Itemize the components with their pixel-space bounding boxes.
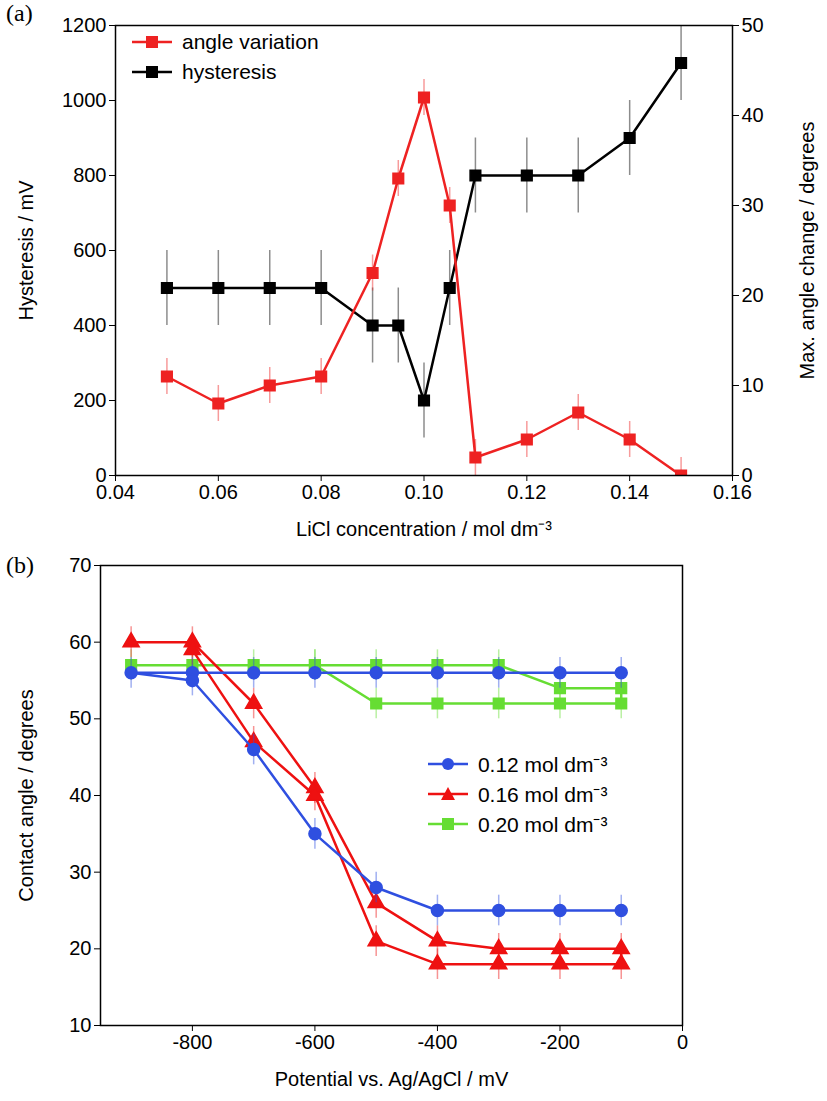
svg-text:-600: -600	[295, 1031, 335, 1053]
svg-text:Potential vs. Ag/AgCl / mV: Potential vs. Ag/AgCl / mV	[275, 1068, 509, 1090]
svg-text:600: 600	[73, 239, 106, 261]
svg-text:0.14: 0.14	[610, 481, 649, 503]
svg-text:0.10: 0.10	[405, 481, 444, 503]
svg-text:0: 0	[95, 464, 106, 486]
svg-text:-800: -800	[172, 1031, 212, 1053]
svg-text:70: 70	[69, 554, 91, 576]
html-text:(b): (b)	[6, 552, 34, 578]
svg-text:40: 40	[742, 104, 764, 126]
svg-text:0.08: 0.08	[302, 481, 341, 503]
svg-text:400: 400	[73, 314, 106, 336]
svg-text:Hysteresis / mV: Hysteresis / mV	[15, 180, 37, 321]
svg-text:10: 10	[69, 1014, 91, 1036]
svg-text:LiCl concentration / mol dm⁻³: LiCl concentration / mol dm⁻³	[296, 518, 552, 540]
svg-text:1000: 1000	[62, 89, 107, 111]
svg-text:800: 800	[73, 164, 106, 186]
svg-text:-400: -400	[417, 1031, 457, 1053]
svg-text:1200: 1200	[62, 14, 107, 36]
svg-text:Max. angle change / degrees: Max. angle change / degrees	[796, 122, 818, 380]
svg-text:0.04: 0.04	[96, 480, 135, 503]
svg-text:0: 0	[742, 464, 753, 486]
svg-text:0.16: 0.16	[713, 480, 752, 503]
html-text:angle variation: angle variation	[182, 30, 319, 53]
svg-text:40: 40	[69, 784, 91, 806]
svg-text:50: 50	[742, 14, 764, 36]
svg-text:Contact angle / degrees: Contact angle / degrees	[15, 689, 37, 901]
html-text:(a): (a)	[6, 0, 33, 26]
svg-text:30: 30	[69, 861, 91, 883]
html-text:0.20 mol dm⁻³: 0.20 mol dm⁻³	[477, 813, 608, 836]
svg-text:50: 50	[69, 707, 91, 729]
svg-text:30: 30	[742, 194, 764, 216]
html-text:hysteresis: hysteresis	[182, 60, 277, 83]
svg-text:20: 20	[742, 284, 764, 306]
svg-text:0.06: 0.06	[199, 481, 238, 503]
svg-text:0: 0	[677, 1031, 688, 1053]
html-text:0.16 mol dm⁻³: 0.16 mol dm⁻³	[477, 783, 608, 806]
svg-text:-200: -200	[540, 1031, 580, 1053]
svg-text:10: 10	[742, 374, 764, 396]
svg-text:200: 200	[73, 389, 106, 411]
svg-text:20: 20	[69, 937, 91, 959]
svg-text:60: 60	[69, 631, 91, 653]
html-text:0.12 mol dm⁻³: 0.12 mol dm⁻³	[477, 753, 608, 776]
svg-text:0.12: 0.12	[507, 481, 546, 503]
